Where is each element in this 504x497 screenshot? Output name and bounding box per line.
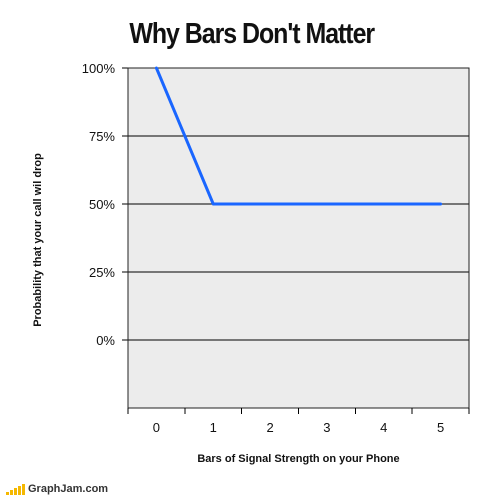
plot-area — [128, 68, 469, 408]
chart-title: Why Bars Don't Matter — [129, 18, 375, 50]
y-tick-label: 75% — [89, 129, 115, 144]
x-tick-label: 4 — [380, 420, 387, 435]
x-tick-label: 5 — [437, 420, 444, 435]
y-tick-label: 50% — [89, 197, 115, 212]
x-tick-label: 1 — [210, 420, 217, 435]
watermark-text: GraphJam.com — [28, 483, 109, 495]
y-tick-label: 25% — [89, 265, 115, 280]
x-tick-label: 3 — [323, 420, 330, 435]
x-tick-label: 2 — [266, 420, 273, 435]
y-tick-label: 100% — [82, 61, 116, 76]
graphjam-watermark: GraphJam.com — [6, 481, 108, 495]
series-line — [154, 66, 443, 206]
signal-bars-logo-icon — [6, 483, 25, 495]
y-tick-label: 0% — [96, 333, 115, 348]
x-tick-label: 0 — [153, 420, 160, 435]
x-axis-label: Bars of Signal Strength on your Phone — [197, 453, 400, 465]
